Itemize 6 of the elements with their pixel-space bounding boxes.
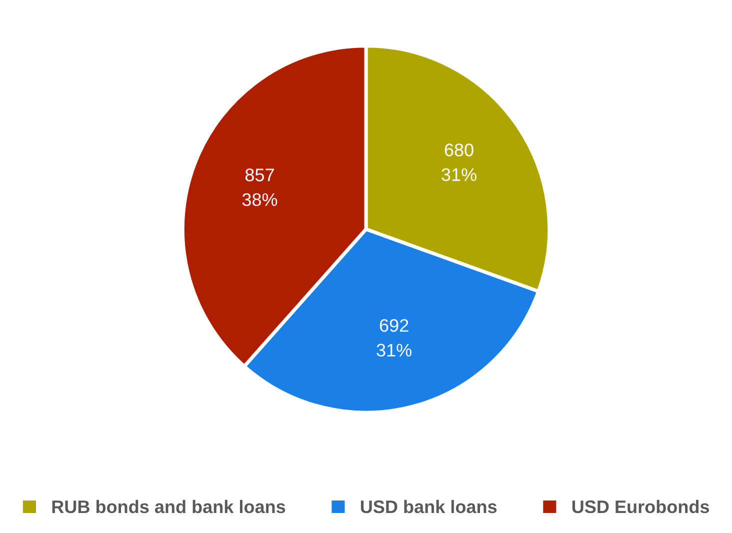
data-label: 692 31%	[376, 319, 412, 357]
legend-label: USD Eurobonds	[572, 500, 710, 514]
data-label: 680 31%	[442, 144, 476, 182]
legend-label: USD bank loans	[360, 500, 497, 514]
legend-label: RUB bonds and bank loans	[52, 500, 286, 514]
data-label: 857 38%	[242, 168, 278, 206]
